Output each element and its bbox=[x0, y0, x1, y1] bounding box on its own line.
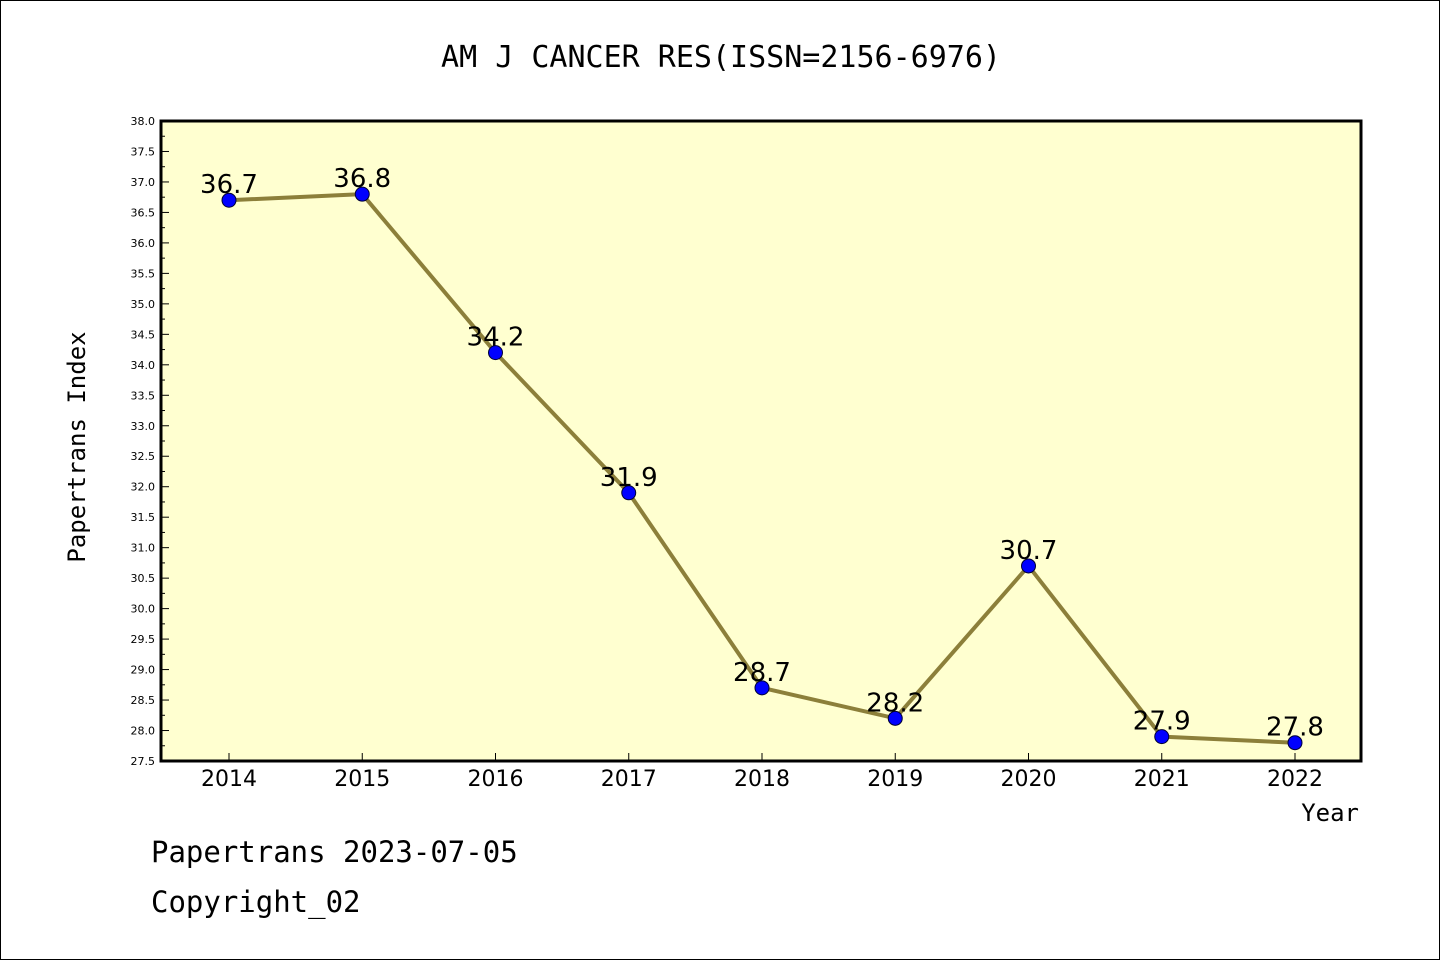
x-tick-label: 2022 bbox=[1267, 767, 1323, 792]
data-label: 28.2 bbox=[866, 688, 924, 718]
data-label: 27.9 bbox=[1133, 707, 1191, 737]
data-label: 36.8 bbox=[333, 164, 391, 194]
data-point bbox=[354, 186, 370, 202]
x-tick-label: 2021 bbox=[1134, 767, 1190, 792]
y-tick-label: 31.0 bbox=[131, 542, 156, 555]
y-tick-label: 36.0 bbox=[131, 237, 156, 250]
y-tick-label: 32.5 bbox=[131, 450, 156, 463]
data-point bbox=[1287, 735, 1303, 751]
x-tick-label: 2018 bbox=[734, 767, 790, 792]
x-tick-label: 2017 bbox=[601, 767, 657, 792]
x-tick-label: 2016 bbox=[468, 767, 524, 792]
plot-border bbox=[159, 119, 1363, 763]
data-point bbox=[621, 485, 637, 501]
x-axis-label: Year bbox=[1301, 799, 1359, 827]
y-axis-label: Papertrans Index bbox=[63, 331, 91, 562]
plot-area: 27.5 28.0 28.5 29.0 29.5 30.0 30.5 31.0 31.5 32.0… bbox=[131, 115, 1363, 792]
footer-date: Papertrans 2023-07-05 bbox=[151, 835, 518, 869]
y-tick-label: 29.0 bbox=[131, 664, 156, 677]
data-label: 30.7 bbox=[1000, 536, 1058, 566]
x-tick-label: 2015 bbox=[334, 767, 390, 792]
y-tick-label: 34.5 bbox=[131, 328, 156, 341]
y-tick-label: 33.5 bbox=[131, 389, 156, 402]
y-tick-label: 38.0 bbox=[131, 115, 156, 128]
y-tick-label: 37.5 bbox=[131, 145, 156, 158]
data-label: 36.7 bbox=[200, 170, 258, 200]
x-tick-label: 2019 bbox=[867, 767, 923, 792]
data-label: 31.9 bbox=[600, 463, 658, 493]
footer-copyright: Copyright_02 bbox=[151, 885, 361, 919]
data-point bbox=[754, 680, 770, 696]
y-tick-label: 29.5 bbox=[131, 633, 156, 646]
data-point bbox=[1021, 558, 1036, 574]
y-tick-label: 32.0 bbox=[131, 481, 156, 494]
y-tick-label: 30.5 bbox=[131, 572, 156, 585]
y-tick-label: 35.5 bbox=[131, 267, 156, 280]
y-tick-label: 31.5 bbox=[131, 511, 156, 524]
data-label: 34.2 bbox=[467, 323, 525, 353]
y-tick-label: 34.0 bbox=[131, 359, 156, 372]
x-tick-label: 2014 bbox=[201, 767, 257, 792]
y-tick-label: 28.0 bbox=[131, 725, 156, 738]
plot-background bbox=[161, 121, 1361, 761]
x-tick-label: 2020 bbox=[1001, 767, 1057, 792]
y-tick-label: 36.5 bbox=[131, 206, 156, 219]
chart-title: AM J CANCER RES(ISSN=2156-6976) bbox=[441, 40, 1001, 75]
data-point bbox=[887, 710, 903, 726]
y-tick-label: 28.5 bbox=[131, 694, 156, 707]
y-tick-label: 37.0 bbox=[131, 176, 156, 189]
y-tick-label: 35.0 bbox=[131, 298, 156, 311]
y-tick-label: 33.0 bbox=[131, 420, 156, 433]
data-point bbox=[221, 192, 237, 208]
y-tick-label: 27.5 bbox=[131, 755, 156, 768]
data-point bbox=[488, 345, 503, 361]
data-label: 27.8 bbox=[1266, 713, 1324, 743]
data-point bbox=[1154, 729, 1170, 745]
y-tick-label: 30.0 bbox=[131, 603, 156, 616]
data-label: 28.7 bbox=[733, 658, 791, 688]
